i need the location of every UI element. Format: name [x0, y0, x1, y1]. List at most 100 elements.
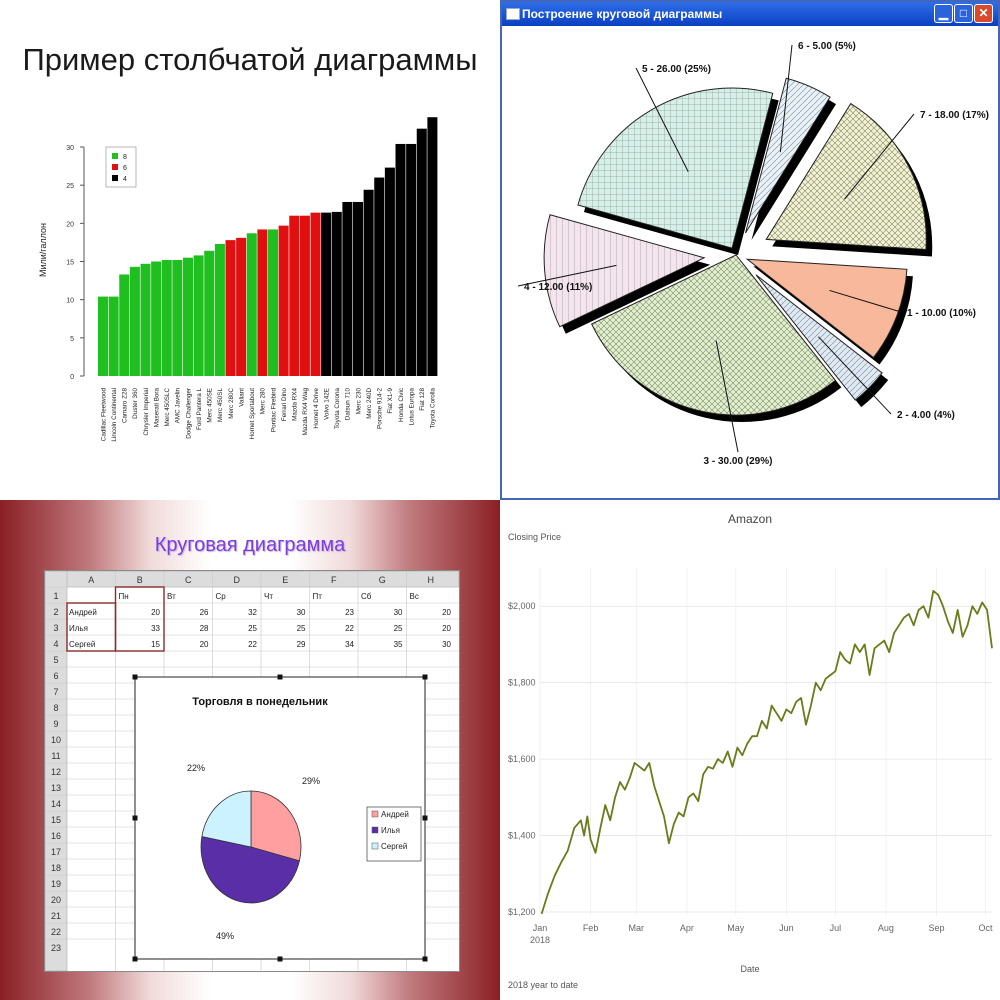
- x-tick-label: Apr: [680, 923, 694, 933]
- row-number: 23: [51, 943, 61, 953]
- bar-chart-title: Пример столбчатой диаграммы: [22, 42, 478, 77]
- pie-slice-1: [745, 258, 908, 359]
- cell-name: Илья: [69, 624, 88, 633]
- bar-6: [151, 261, 162, 376]
- y-tick-label: 30: [66, 145, 74, 152]
- y-tick-label: 10: [66, 298, 74, 305]
- x-tick-label: Jan: [533, 923, 548, 933]
- pie-slice-4: [543, 214, 706, 328]
- slice-label: 2 - 4.00 (4%): [897, 410, 955, 421]
- bar-20: [299, 215, 310, 376]
- x-tick-label: Toyota Corona: [334, 388, 341, 429]
- y-tick-label: 5: [70, 336, 74, 343]
- cell-name: Сергей: [69, 640, 95, 649]
- row-number: 19: [51, 879, 61, 889]
- window-title: Построение круговой диаграммы: [522, 7, 723, 21]
- column-header-D: D: [234, 575, 241, 585]
- row-number: 14: [51, 799, 61, 809]
- x-tick-label: Jun: [779, 923, 794, 933]
- bar-8: [172, 259, 183, 376]
- slice-label: 6 - 5.00 (5%): [798, 41, 856, 52]
- legend-label: 4: [123, 176, 127, 183]
- leader-line: [779, 44, 793, 153]
- mini-pie-slice-2: [200, 836, 300, 904]
- bar-5: [140, 263, 151, 376]
- bar-7: [161, 259, 172, 376]
- y-axis-label: Мили/галлон: [38, 223, 48, 277]
- mini-pie-slice-1: [250, 790, 302, 862]
- column-header-B: B: [137, 575, 143, 585]
- resize-handle: [422, 956, 428, 962]
- column-header-A: A: [88, 575, 94, 585]
- y-tick-label: 20: [66, 221, 74, 228]
- window-app-icon: [506, 8, 520, 20]
- spreadsheet-grid: A B C D E F G H12345678910111213141516171819202…: [45, 571, 459, 971]
- legend-box: [105, 146, 137, 188]
- exploded-pie-chart: 1 - 10.00 (10%) 2 - 4.00 (4%) 3 - 30.00 (2…: [517, 41, 989, 467]
- spreadsheet[interactable]: A B C D E F G H 1 2 3 4 5 6 7 8 9 10 11 12 13 14 15 16 17 18 19 20 2…: [44, 570, 460, 972]
- leader-line: [517, 264, 617, 287]
- maximize-button[interactable]: □: [954, 4, 973, 23]
- resize-handle: [132, 815, 138, 821]
- x-tick-label: Fiat X1-9: [387, 388, 394, 414]
- slice-label: 4 - 12.00 (11%): [524, 282, 592, 293]
- cell-value: 25: [248, 624, 257, 633]
- line-chart-note: 2018 year to date: [508, 980, 579, 990]
- mini-pie-label: 22%: [187, 763, 205, 773]
- bar-2: [108, 296, 119, 376]
- resize-handle: [277, 674, 283, 680]
- x-tick-label: Valiant: [238, 388, 245, 407]
- resize-handle: [132, 674, 138, 680]
- legend-swatch: [371, 842, 379, 850]
- x-tick-label: Duster 360: [132, 388, 139, 419]
- row-number: 15: [51, 815, 61, 825]
- x-tick-label: Toyota Corolla: [430, 388, 437, 429]
- bar-10: [193, 255, 204, 376]
- x-tick-label: Dodge Challenger: [185, 388, 192, 439]
- bar-27: [374, 177, 385, 376]
- y-tick-label: $1,600: [508, 754, 536, 764]
- cell-value: 22: [345, 624, 354, 633]
- pie-slice-5: [577, 87, 774, 249]
- row-number: 17: [51, 847, 61, 857]
- slice-label: 3 - 30.00 (29%): [704, 456, 773, 467]
- cell-value: 25: [297, 624, 306, 633]
- x-tick-label: Datsun 710: [345, 388, 352, 421]
- x-tick-label: Mazda RX4 Wag: [302, 388, 309, 436]
- bar-26: [363, 189, 374, 376]
- mini-pie-label: 29%: [302, 776, 320, 786]
- row-number: 4: [53, 639, 58, 649]
- pie-slice-7: [765, 102, 927, 251]
- minimize-button[interactable]: ▁: [934, 4, 953, 23]
- x-tick-label: May: [727, 923, 745, 933]
- cell-value: 34: [345, 640, 354, 649]
- bar-22: [321, 212, 332, 376]
- cell-value: 22: [248, 640, 257, 649]
- window-titlebar[interactable]: Построение круговой диаграммы ▁ □ ✕: [502, 2, 998, 26]
- close-button[interactable]: ✕: [974, 4, 993, 23]
- slice-shadow: [751, 85, 837, 240]
- x-tick-label: Merc 280: [260, 388, 267, 415]
- legend-swatch: [371, 810, 379, 818]
- y-tick-label: $2,000: [508, 601, 536, 611]
- legend-swatch-4: [112, 175, 118, 181]
- day-header: Вс: [410, 592, 419, 601]
- resize-handle: [277, 956, 283, 962]
- mini-pie-title: Торговля в понедельник: [192, 696, 328, 708]
- row-number: 3: [53, 623, 58, 633]
- slide-title: Круговая диаграмма: [154, 534, 346, 556]
- x-tick-label: Honda Civic: [398, 388, 405, 422]
- x-tick-label: Mazda RX4: [292, 388, 299, 421]
- x-tick-label: Camaro Z28: [122, 388, 129, 423]
- x-tick-label: Lotus Europa: [408, 388, 415, 426]
- x-tick-label: Hornet 4 Drive: [313, 388, 320, 429]
- bar-14: [236, 237, 247, 376]
- cell-value: 20: [200, 640, 209, 649]
- x-tick-year: 2018: [530, 935, 550, 945]
- x-tick-label: Porsche 914-2: [377, 388, 384, 429]
- cell-value: 26: [200, 608, 209, 617]
- x-tick-label: AMC Javelin: [175, 388, 182, 424]
- slice-label: 1 - 10.00 (10%): [907, 308, 976, 319]
- resize-handle: [422, 674, 428, 680]
- x-tick-label: Sep: [929, 923, 945, 933]
